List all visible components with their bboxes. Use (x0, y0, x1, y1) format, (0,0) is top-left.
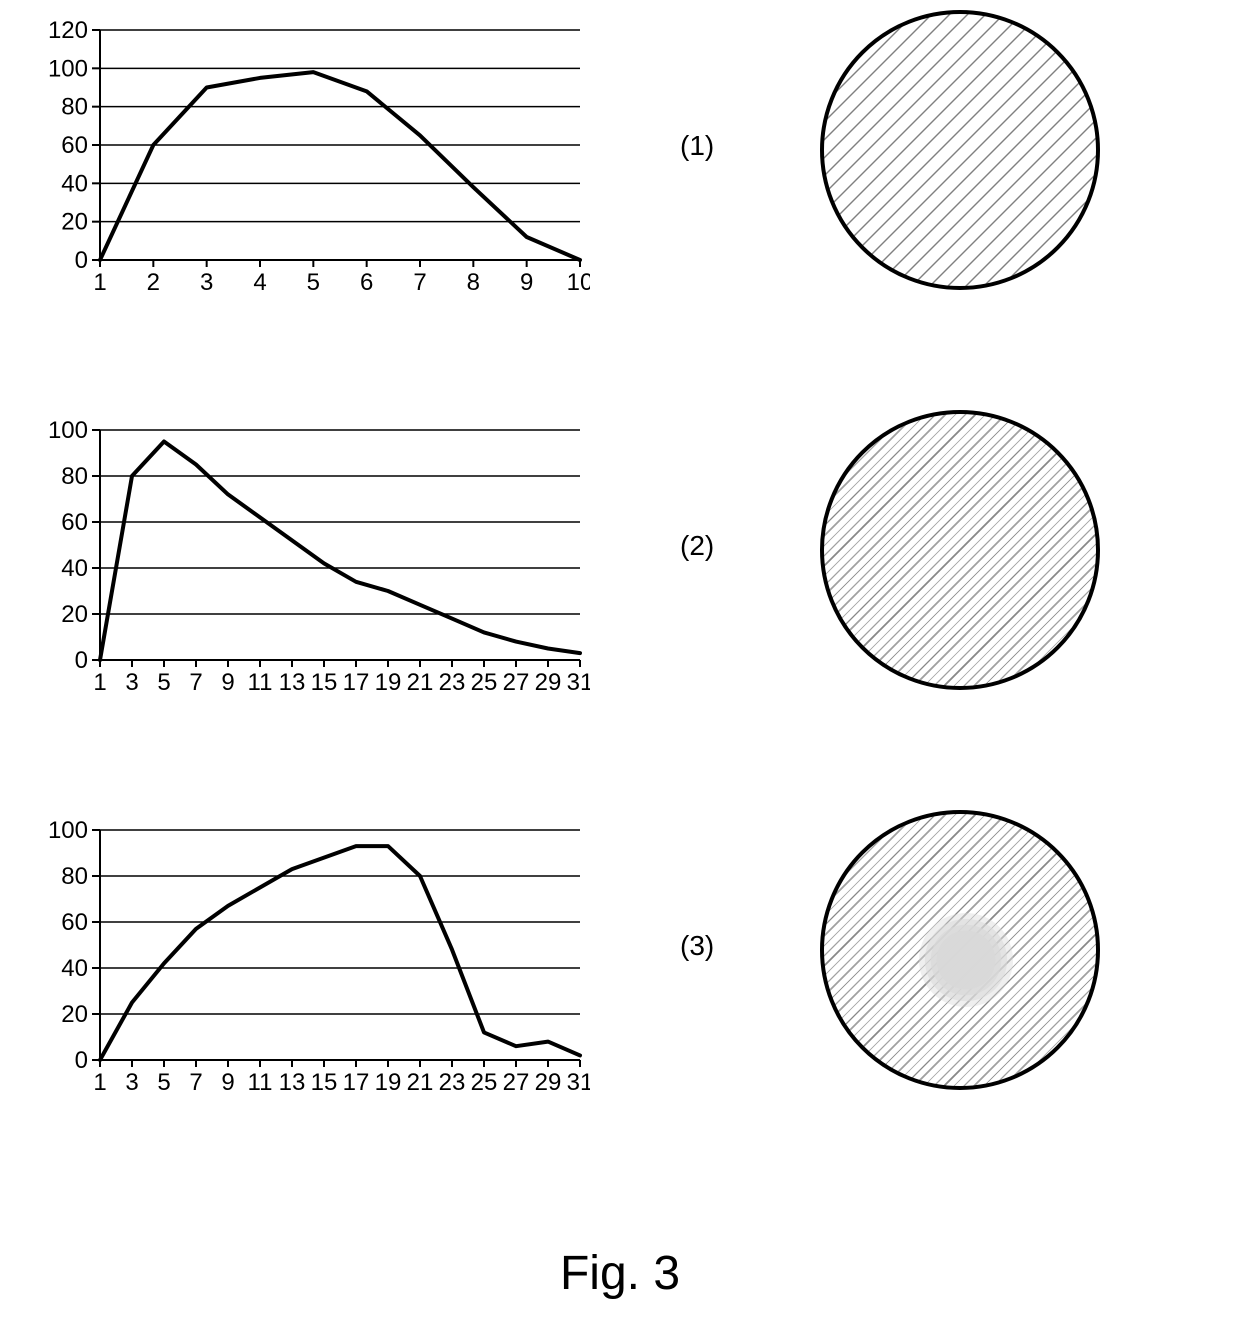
x-tick-label: 11 (248, 1069, 273, 1096)
x-tick-label: 9 (221, 669, 234, 696)
x-tick-label: 3 (200, 269, 213, 296)
x-tick-label: 5 (307, 269, 320, 296)
x-tick-label: 1 (93, 1069, 106, 1096)
circle-diagram-3 (820, 810, 1100, 1090)
x-tick-label: 7 (189, 1069, 202, 1096)
row-label-1: (1) (680, 130, 714, 162)
y-tick-label: 80 (61, 94, 88, 121)
y-tick-label: 120 (48, 20, 88, 44)
x-tick-label: 4 (253, 269, 266, 296)
x-tick-label: 31 (567, 1069, 590, 1096)
x-tick-label: 27 (503, 669, 530, 696)
x-tick-label: 29 (535, 1069, 562, 1096)
x-tick-label: 15 (311, 1069, 338, 1096)
chart-3: 020406080100135791113151719212325272931 (30, 820, 590, 1100)
x-tick-label: 23 (439, 1069, 466, 1096)
x-tick-label: 8 (467, 269, 480, 296)
y-tick-label: 0 (75, 647, 88, 674)
y-tick-label: 100 (48, 820, 88, 844)
y-tick-label: 20 (61, 1001, 88, 1028)
x-tick-label: 21 (407, 669, 434, 696)
x-tick-label: 1 (93, 269, 106, 296)
x-tick-label: 25 (471, 669, 498, 696)
y-tick-label: 80 (61, 463, 88, 490)
y-tick-label: 100 (48, 55, 88, 82)
figure-caption: Fig. 3 (0, 1246, 1240, 1301)
circle-diagram-2 (820, 410, 1100, 690)
data-line (100, 72, 580, 260)
y-tick-label: 40 (61, 170, 88, 197)
row-label-3: (3) (680, 930, 714, 962)
y-tick-label: 60 (61, 909, 88, 936)
x-tick-label: 27 (503, 1069, 530, 1096)
y-tick-label: 20 (61, 601, 88, 628)
x-tick-label: 21 (407, 1069, 434, 1096)
row-label-2: (2) (680, 530, 714, 562)
x-tick-label: 2 (147, 269, 160, 296)
x-tick-label: 1 (93, 669, 106, 696)
y-tick-label: 0 (75, 247, 88, 274)
x-tick-label: 29 (535, 669, 562, 696)
x-tick-label: 13 (279, 1069, 306, 1096)
x-tick-label: 9 (221, 1069, 234, 1096)
x-tick-label: 5 (157, 1069, 170, 1096)
x-tick-label: 5 (157, 669, 170, 696)
chart-2: 020406080100135791113151719212325272931 (30, 420, 590, 700)
y-tick-label: 0 (75, 1047, 88, 1074)
x-tick-label: 23 (439, 669, 466, 696)
x-tick-label: 25 (471, 1069, 498, 1096)
chart-container-3: 020406080100135791113151719212325272931 (30, 820, 590, 1105)
x-tick-label: 7 (413, 269, 426, 296)
x-tick-label: 19 (375, 1069, 402, 1096)
x-tick-label: 31 (567, 669, 590, 696)
x-tick-label: 10 (567, 269, 590, 296)
chart-container-1: 0 20 40 60 80 100 120 1 2 3 4 5 6 7 8 9 10 (30, 20, 590, 305)
x-tick-label: 11 (248, 669, 273, 696)
x-tick-label: 13 (279, 669, 306, 696)
x-tick-label: 9 (520, 269, 533, 296)
x-tick-label: 17 (343, 669, 370, 696)
circle-container-3 (820, 810, 1100, 1095)
chart-container-2: 020406080100135791113151719212325272931 (30, 420, 590, 705)
circle-container-1 (820, 10, 1100, 295)
y-tick-label: 20 (61, 209, 88, 236)
chart-1: 0 20 40 60 80 100 120 1 2 3 4 5 6 7 8 9 10 (30, 20, 590, 300)
x-tick-label: 7 (189, 669, 202, 696)
x-tick-label: 17 (343, 1069, 370, 1096)
y-tick-label: 60 (61, 132, 88, 159)
data-line (100, 846, 580, 1060)
y-tick-label: 60 (61, 509, 88, 536)
x-tick-label: 3 (125, 669, 138, 696)
circle-container-2 (820, 410, 1100, 695)
x-tick-label: 6 (360, 269, 373, 296)
circle-diagram-1 (820, 10, 1100, 290)
x-tick-label: 19 (375, 669, 402, 696)
y-tick-label: 40 (61, 955, 88, 982)
y-tick-label: 40 (61, 555, 88, 582)
y-tick-label: 100 (48, 420, 88, 444)
x-tick-label: 3 (125, 1069, 138, 1096)
data-line (100, 442, 580, 661)
y-tick-label: 80 (61, 863, 88, 890)
x-tick-label: 15 (311, 669, 338, 696)
